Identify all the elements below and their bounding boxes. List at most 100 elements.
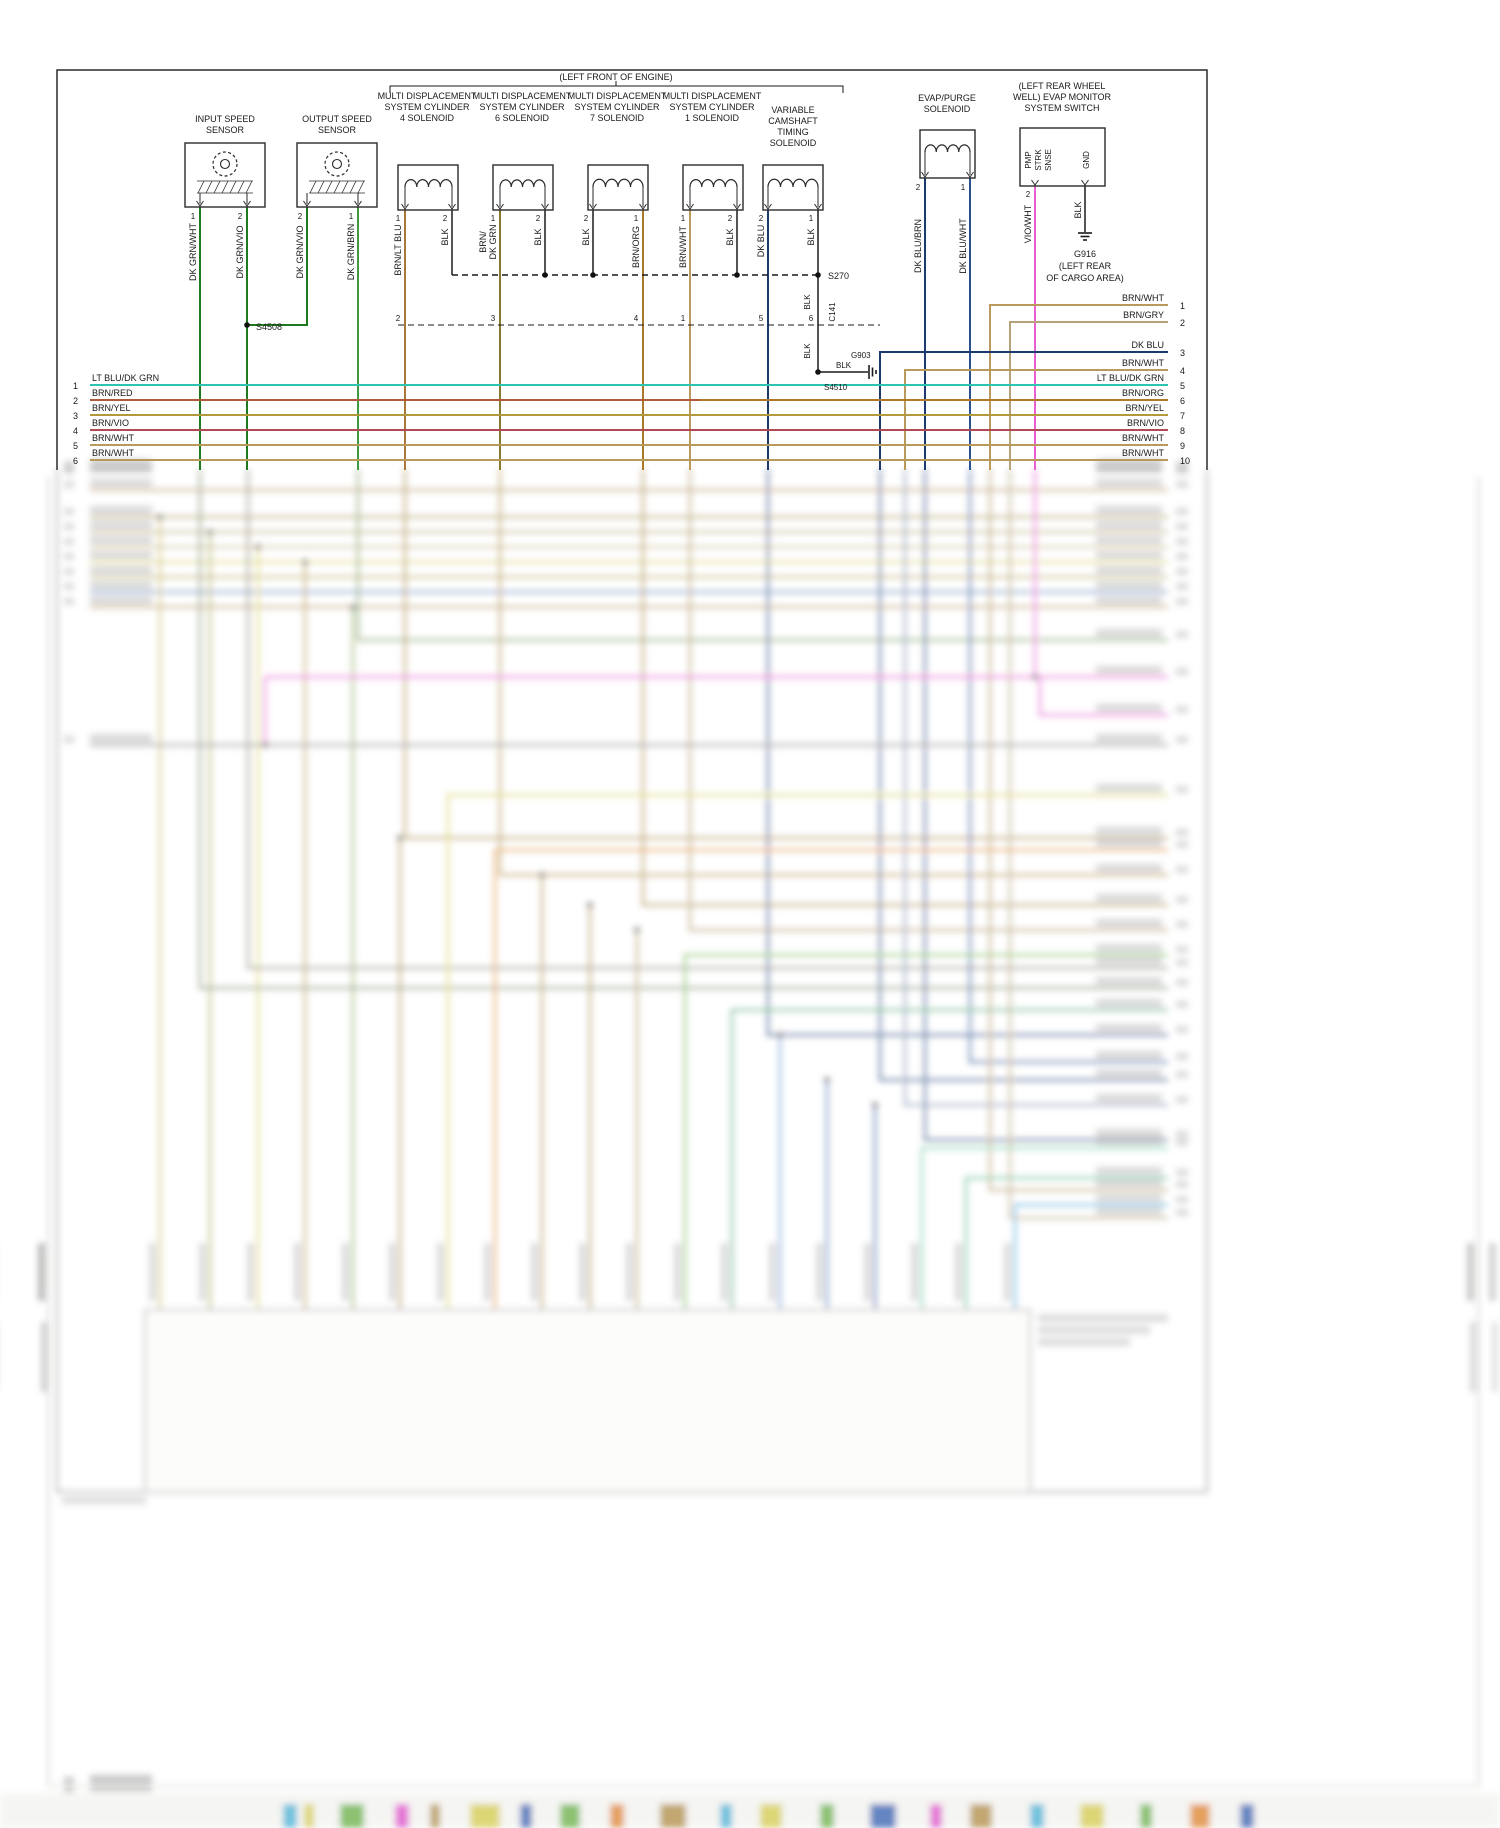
mds-cyl7-solenoid-title: 7 SOLENOID	[590, 113, 645, 123]
blurred-wire-color-label	[389, 1243, 396, 1301]
blurred-left-label	[90, 506, 152, 514]
wire-label: 1	[809, 214, 814, 223]
pin-chevron-icon	[921, 171, 929, 178]
wire	[683, 953, 1168, 1310]
vct-solenoid-title: CAMSHAFT	[768, 116, 818, 126]
blurred-right-pin-number	[1176, 1096, 1188, 1103]
wire-label: G903	[851, 351, 871, 360]
sensor-coil-hatch	[237, 180, 245, 194]
blurred-wire-color-label	[1489, 1243, 1496, 1301]
bottom-strip-wire-fragment	[660, 1804, 686, 1828]
wire-label: S270	[828, 271, 849, 281]
mds-cyl6-solenoid-title: SYSTEM CYLINDER	[479, 102, 565, 112]
wire-label: S4510	[824, 383, 848, 392]
blurred-right-label	[1096, 1024, 1162, 1032]
wire-label: DK GRN/VIO	[295, 225, 305, 278]
vct-solenoid-title: VARIABLE	[771, 105, 814, 115]
blurred-right-label	[1096, 864, 1162, 872]
blurred-connector-pin-label	[41, 1322, 47, 1392]
blurred-right-pin-number	[1176, 1196, 1188, 1203]
wire-label: 1	[1180, 301, 1185, 311]
wire-label: DK BLU	[756, 225, 766, 258]
blurred-footnote	[62, 1497, 146, 1504]
evap-monitor-switch-box	[1019, 127, 1106, 187]
blurred-left-pin-number	[64, 1786, 74, 1793]
pin-chevron-icon	[354, 200, 362, 207]
bottom-strip-wire-fragment	[1240, 1804, 1254, 1828]
mds-cyl4-solenoid-title: SYSTEM CYLINDER	[384, 102, 470, 112]
wire-label: 4	[73, 426, 78, 436]
blurred-right-label	[1096, 466, 1162, 474]
blurred-right-pin-number	[1176, 538, 1188, 545]
solenoid-coil-icon	[689, 179, 738, 188]
wire-label: PMP	[1024, 151, 1033, 168]
bottom-strip-wire-fragment	[820, 1804, 834, 1828]
wire-label: 1	[681, 314, 686, 323]
solenoid-coil-icon	[767, 178, 819, 188]
wire-label: 2	[443, 214, 448, 223]
wire-label: BLK	[806, 228, 816, 245]
wire	[641, 470, 1168, 907]
blur-junction-dot	[302, 559, 308, 565]
wire-label: 6	[73, 456, 78, 466]
blurred-left-pin-number	[64, 538, 74, 545]
pin-chevron-icon	[496, 203, 504, 210]
bottom-strip-wire-fragment	[560, 1804, 580, 1828]
input-speed-sensor-box	[184, 142, 266, 208]
blur-junction-dot	[397, 835, 403, 841]
blurred-right-label	[1096, 479, 1162, 487]
wire-label: GND	[1082, 151, 1091, 169]
mds-cyl4-solenoid-title: 4 SOLENOID	[400, 113, 455, 123]
blurred-right-label	[1096, 1167, 1162, 1175]
wire	[493, 848, 1168, 1310]
wire-label: 3	[73, 411, 78, 421]
wire	[878, 470, 1168, 1082]
row2-brn-gry	[1009, 321, 1168, 470]
blurred-left-label	[90, 551, 152, 559]
pin-chevron-icon	[1081, 179, 1089, 186]
blur-junction-dot	[1032, 674, 1038, 680]
solenoid-coil-icon	[924, 144, 971, 153]
blurred-right-label	[1096, 566, 1162, 574]
blurred-right-pin-number	[1176, 461, 1188, 468]
blurred-right-label	[1096, 827, 1162, 835]
blurred-right-label	[1096, 1207, 1162, 1215]
pcm-connector-box	[144, 1309, 1031, 1493]
wire-label: BRN/WHT	[92, 448, 134, 458]
wire-label: 1	[491, 214, 496, 223]
pin-chevron-icon	[966, 171, 974, 178]
blurred-right-pin-number	[1176, 481, 1188, 488]
blurred-left-pin-number	[64, 598, 74, 605]
wire-label: 1	[396, 214, 401, 223]
wire-label: BRN/WHT	[1122, 358, 1164, 368]
blurred-left-label	[90, 1775, 152, 1783]
blurred-wire-color-label	[199, 1243, 206, 1301]
blurred-wire-color-label	[769, 1243, 776, 1301]
bottom-strip-wire-fragment	[870, 1804, 896, 1828]
blurred-right-label	[1096, 1051, 1162, 1059]
mds-cyl6-solenoid-title: 6 SOLENOID	[495, 113, 550, 123]
wire-label: SNSE	[1044, 149, 1053, 171]
mds-cyl6-solenoid-title: MULTI DISPLACEMENT	[473, 91, 572, 101]
blurred-wire-color-label	[626, 1243, 633, 1301]
wire-label: 1	[191, 212, 196, 221]
blurred-wire-color-label	[342, 1243, 349, 1301]
wire-label: 5	[759, 314, 764, 323]
blurred-left-pin-number	[64, 481, 74, 488]
sensor-coil-hatch	[309, 180, 317, 194]
blurred-wire-color-label	[149, 1243, 156, 1301]
wire-label: 8	[1180, 426, 1185, 436]
blurred-right-pin-number	[1176, 668, 1188, 675]
pin-chevron-icon	[448, 203, 456, 210]
mds-cyl1-solenoid-title: 1 SOLENOID	[685, 113, 740, 123]
mds-cyl1-solenoid-title: MULTI DISPLACEMENT	[663, 91, 762, 101]
pin-chevron-icon	[764, 203, 772, 210]
blurred-right-pin-number	[1176, 979, 1188, 986]
wire-label: 2	[238, 212, 243, 221]
blur-junction-dot	[587, 902, 593, 908]
blurred-right-pin-number	[1176, 553, 1188, 560]
